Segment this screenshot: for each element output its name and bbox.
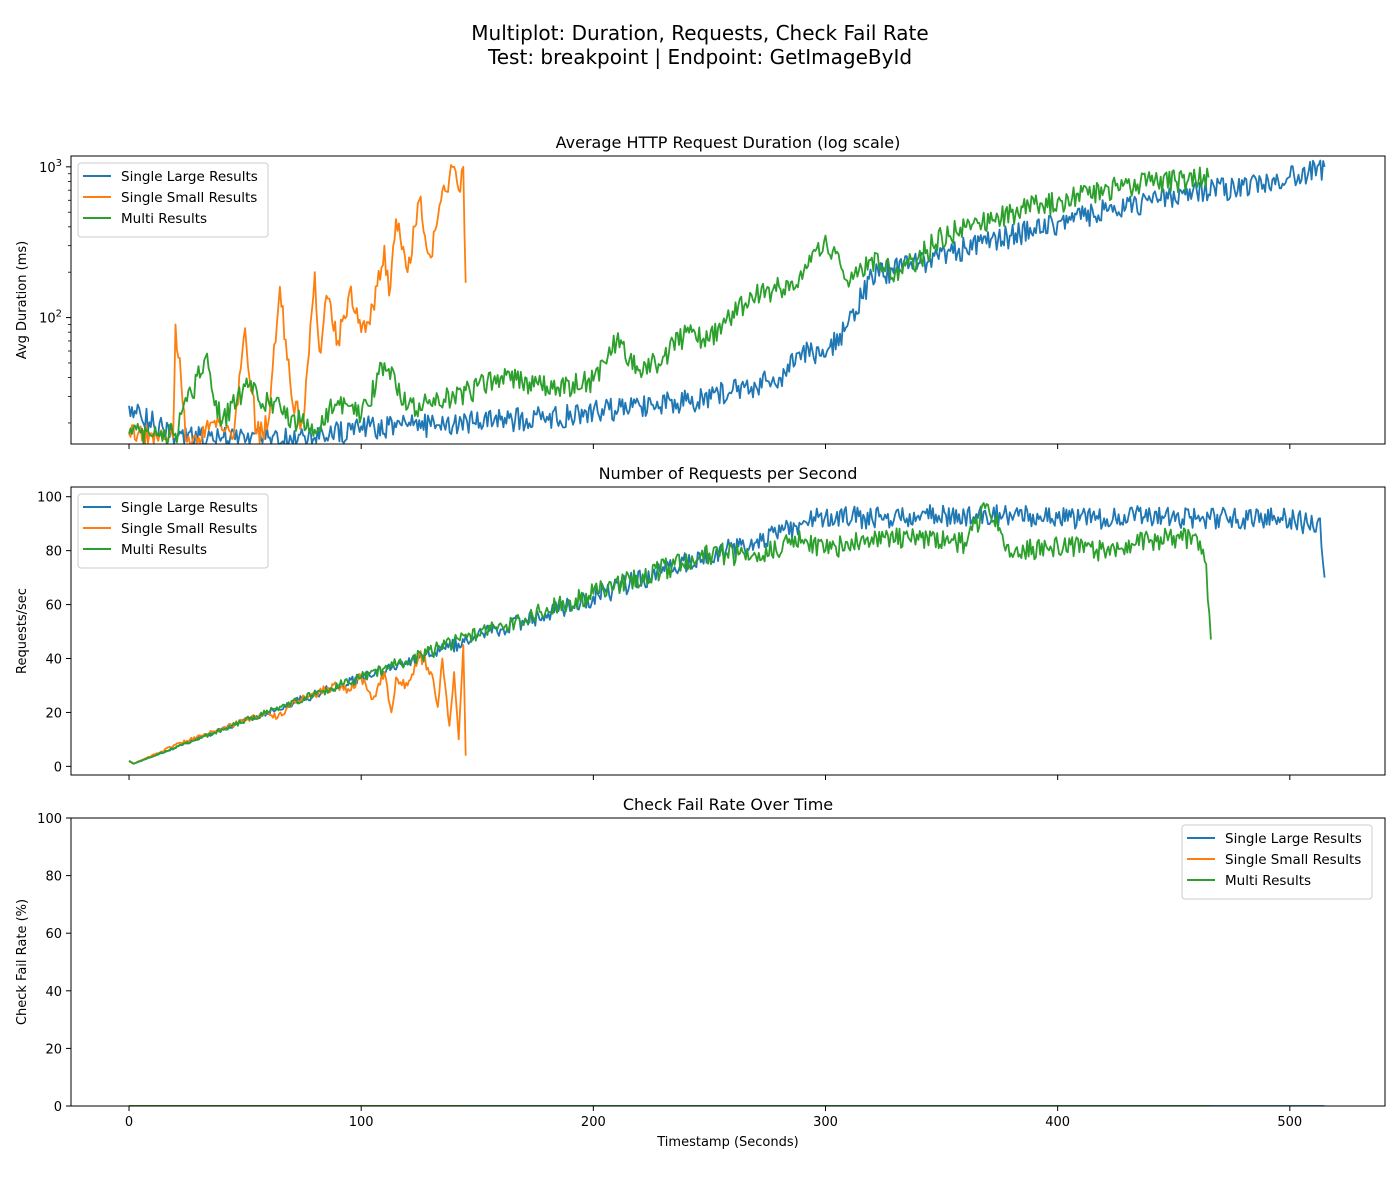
x-axis-label: Timestamp (Seconds) (656, 1135, 798, 1150)
duration-legend-label-2: Multi Results (121, 211, 207, 227)
duration-legend: Single Large Results Single Small Results… (77, 162, 269, 238)
duration-series-single-small (128, 164, 467, 444)
fail-rate-panel: Check Fail Rate Over Time Check Fail Rat… (15, 795, 1386, 1150)
fail-rate-y-axis-label: Check Fail Rate (%) (15, 899, 30, 1025)
duration-panel-title: Average HTTP Request Duration (log scale… (556, 133, 901, 152)
fail-rate-x-tick-label-3: 300 (813, 1115, 838, 1130)
requests-y-tick-label-5: 100 (37, 491, 62, 506)
fail-rate-y-tick-label-0: 0 (54, 1100, 62, 1115)
duration-series-multi (128, 166, 1210, 444)
requests-legend-label-0: Single Large Results (121, 500, 258, 516)
fail-rate-y-tick-label-1: 20 (45, 1042, 62, 1057)
requests-panel: Number of Requests per Second Requests/s… (15, 464, 1386, 780)
requests-y-axis-label: Requests/sec (15, 588, 30, 674)
figure-title-line2: Test: breakpoint | Endpoint: GetImageByI… (487, 45, 912, 69)
fail-rate-x-tick-label-0: 0 (125, 1115, 133, 1130)
fail-rate-x-tick-label-1: 100 (349, 1115, 374, 1130)
requests-y-tick-label-3: 60 (45, 599, 62, 614)
requests-y-tick-label-2: 40 (45, 653, 62, 668)
requests-panel-title: Number of Requests per Second (599, 464, 858, 483)
requests-y-tick-label-1: 20 (45, 706, 62, 721)
fail-rate-y-tick-label-2: 40 (45, 985, 62, 1000)
fail-rate-axes-frame (70, 817, 1386, 1107)
duration-panel: Average HTTP Request Duration (log scale… (15, 133, 1386, 449)
fail-rate-legend-label-2: Multi Results (1225, 873, 1311, 889)
fail-rate-y-tick-label-4: 80 (45, 870, 62, 885)
duration-y-tick-label-1: 103 (39, 158, 62, 176)
requests-axes-frame (70, 486, 1386, 776)
fail-rate-legend: Single Large Results Single Small Results… (1181, 824, 1373, 900)
fail-rate-x-tick-label-2: 200 (581, 1115, 606, 1130)
requests-legend-label-1: Single Small Results (121, 521, 257, 537)
fail-rate-legend-label-1: Single Small Results (1225, 852, 1361, 868)
requests-series-single-large (128, 504, 1326, 765)
duration-legend-label-0: Single Large Results (121, 169, 258, 185)
requests-legend: Single Large Results Single Small Results… (77, 493, 269, 569)
fail-rate-x-tick-label-5: 500 (1277, 1115, 1302, 1130)
requests-y-tick-label-0: 0 (54, 760, 62, 775)
duration-y-axis-label: Avg Duration (ms) (15, 241, 30, 359)
requests-series-multi (128, 502, 1212, 765)
fail-rate-x-tick-label-4: 400 (1045, 1115, 1070, 1130)
fail-rate-y-tick-label-3: 60 (45, 927, 62, 942)
duration-y-tick-label-0: 102 (39, 309, 62, 327)
fail-rate-y-tick-label-5: 100 (37, 812, 62, 827)
requests-y-tick-label-4: 80 (45, 545, 62, 560)
requests-legend-box (77, 493, 269, 569)
duration-axes-frame (70, 155, 1386, 445)
fail-rate-legend-box (1181, 824, 1373, 900)
fail-rate-legend-label-0: Single Large Results (1225, 831, 1362, 847)
requests-legend-label-2: Multi Results (121, 542, 207, 558)
duration-legend-box (77, 162, 269, 238)
figure-title-line1: Multiplot: Duration, Requests, Check Fai… (471, 21, 928, 45)
fail-rate-panel-title: Check Fail Rate Over Time (623, 795, 833, 814)
duration-legend-label-1: Single Small Results (121, 190, 257, 206)
duration-series-single-large (128, 159, 1326, 444)
